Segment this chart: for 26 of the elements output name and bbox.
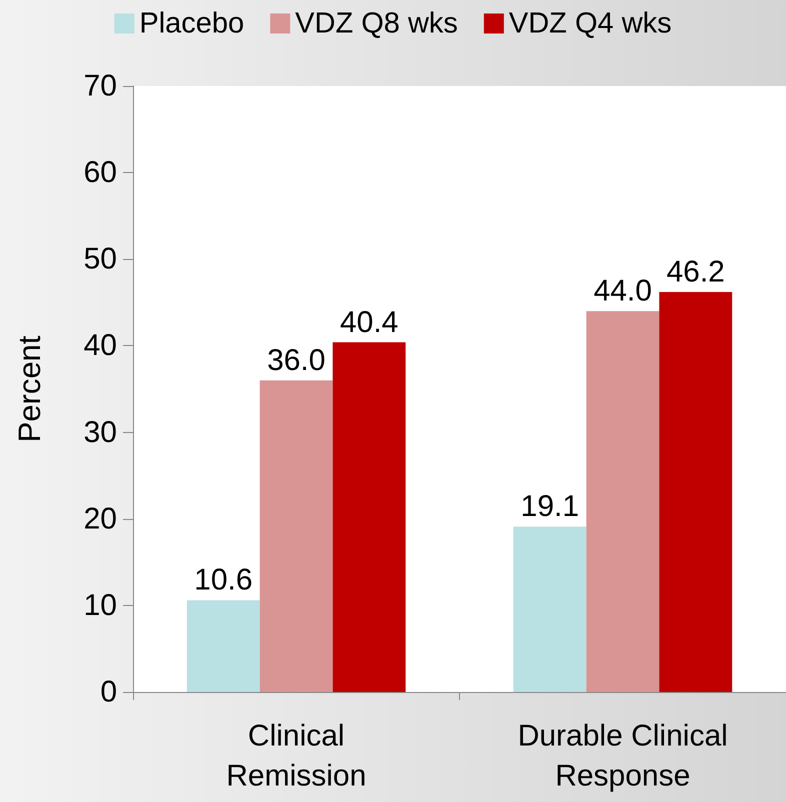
y-tick-label: 50 [84, 242, 117, 276]
bar [513, 526, 586, 692]
legend-label: VDZ Q4 wks [508, 8, 672, 40]
bar [186, 600, 260, 692]
bar [586, 311, 660, 692]
data-label: 44.0 [594, 274, 652, 308]
x-tick-label: Clinical Remission [226, 720, 366, 792]
y-tick-label: 60 [84, 156, 117, 190]
y-tick-label: 0 [100, 676, 117, 708]
legend-label: Placebo [139, 8, 244, 40]
data-label: 46.2 [666, 256, 725, 289]
data-label: 40.4 [340, 306, 398, 339]
x-tick-label: Durable Clinical Response [518, 720, 728, 792]
data-label: 10.6 [194, 564, 253, 597]
y-tick-label: 70 [84, 70, 117, 102]
y-tick-label: 20 [84, 502, 117, 536]
data-label: 19.1 [520, 490, 580, 524]
y-tick-label: 30 [84, 416, 117, 449]
y-tick-label: 40 [84, 329, 117, 362]
bar [260, 380, 333, 692]
data-label: 36.0 [267, 344, 326, 377]
y-tick-label: 10 [84, 588, 117, 622]
y-axis-title: Percent [12, 335, 47, 442]
legend-label: VDZ Q8 wks [295, 8, 458, 40]
bar [332, 342, 406, 692]
bar [659, 292, 732, 692]
